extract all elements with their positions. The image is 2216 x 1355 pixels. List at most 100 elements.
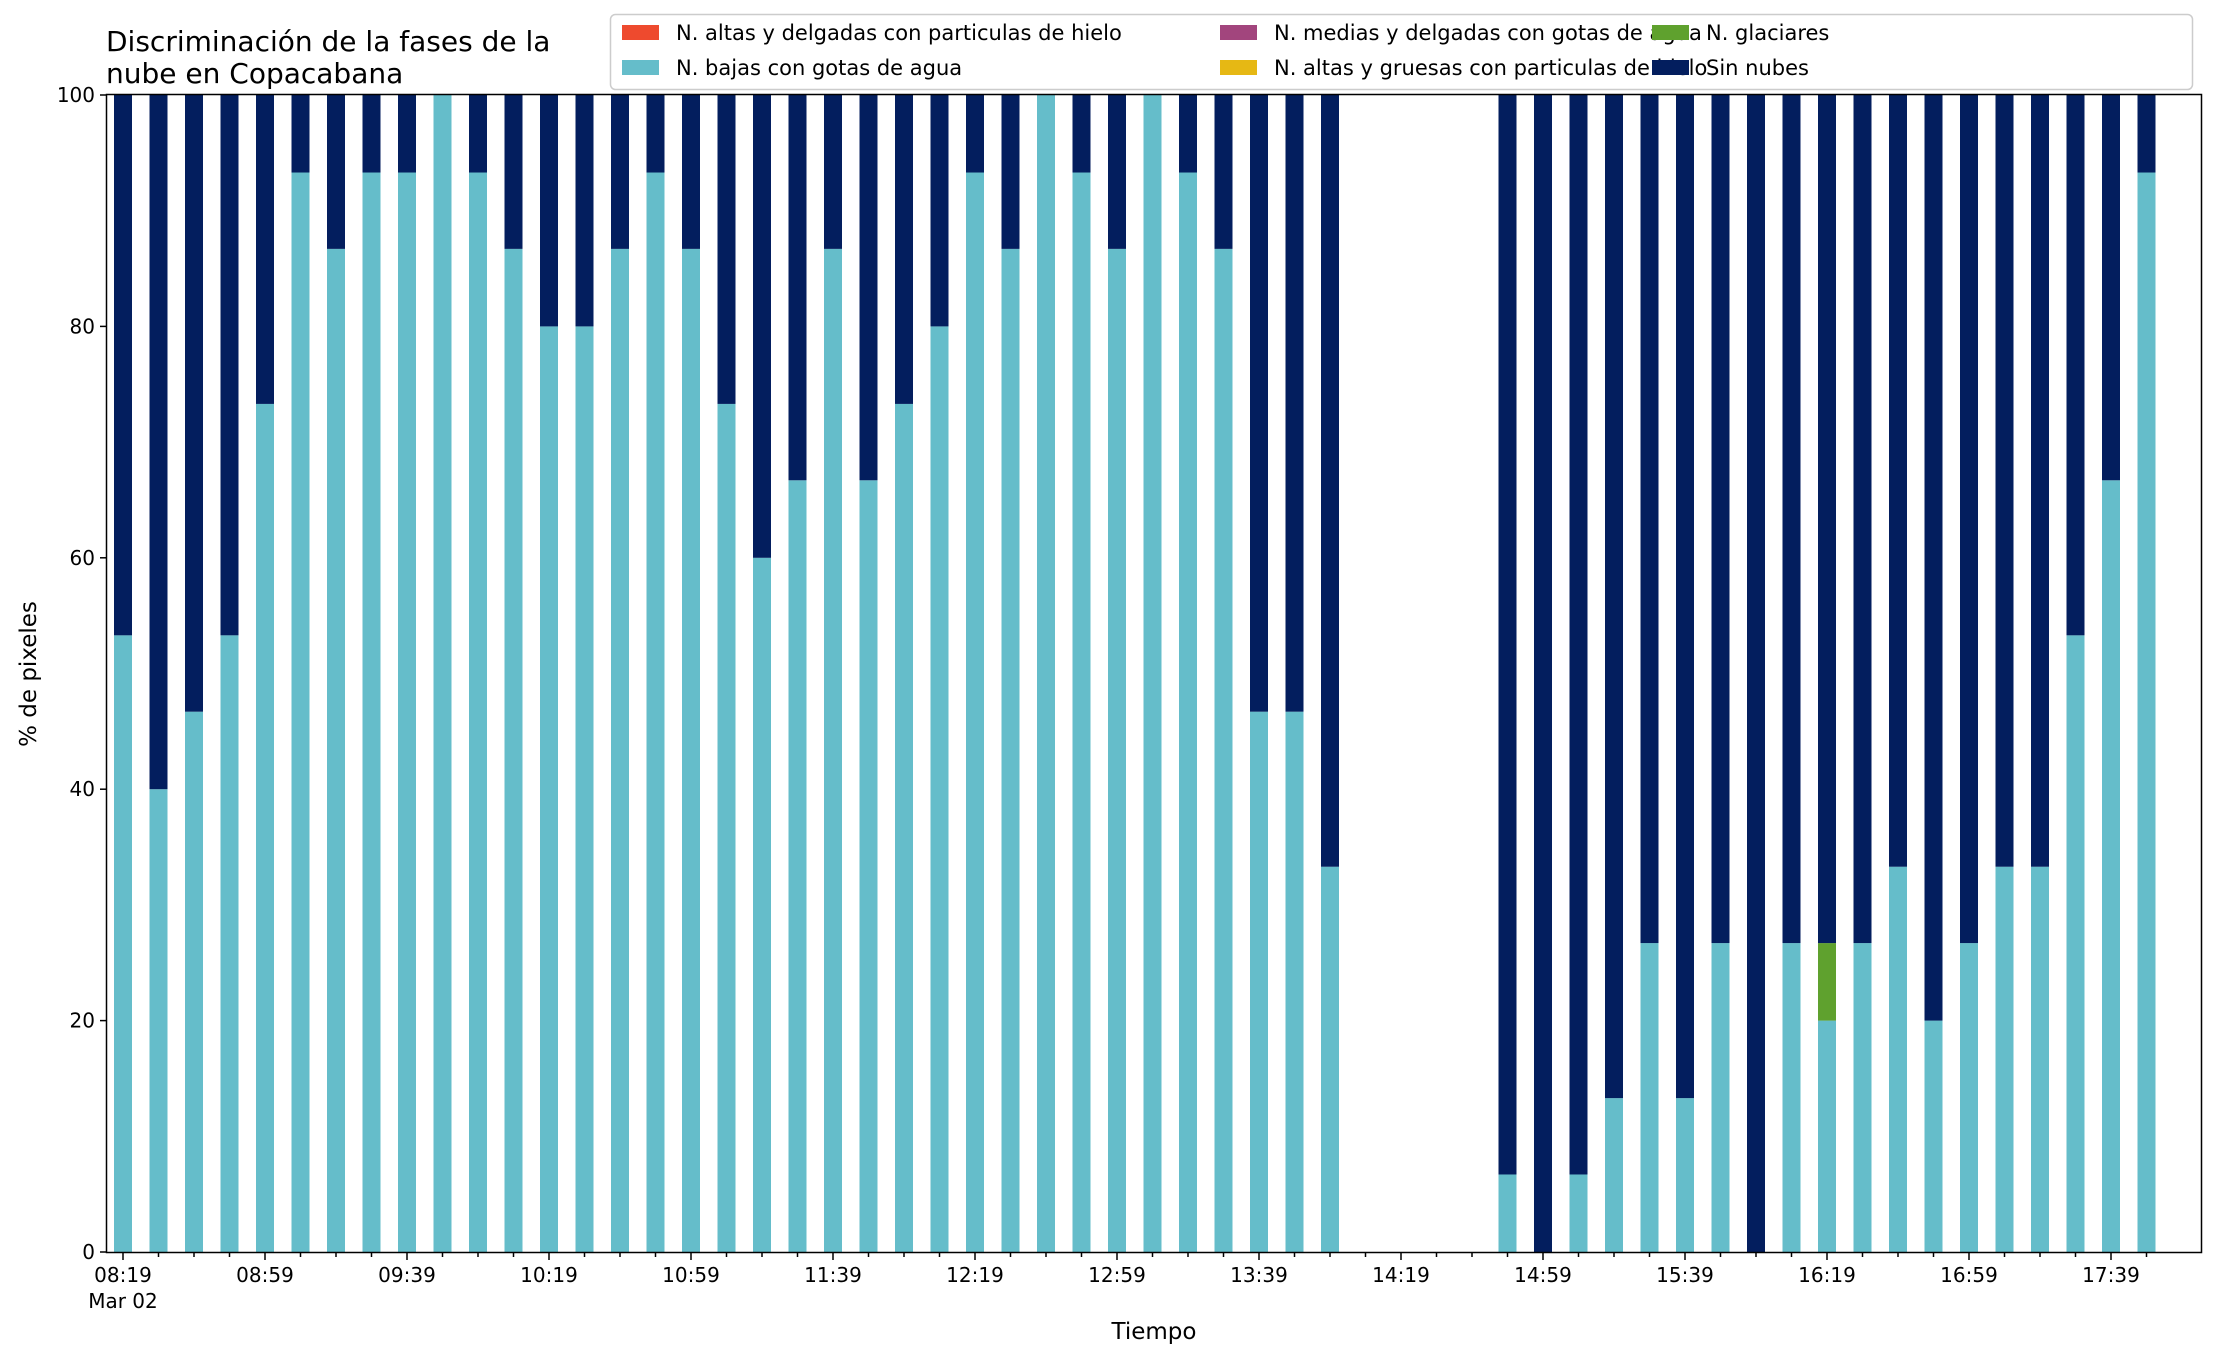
legend-label: N. medias y delgadas con gotas de agua xyxy=(1274,21,1702,45)
bar-segment-13-5 xyxy=(575,95,594,327)
y-tick-label: 60 xyxy=(70,546,95,570)
bar-segment-31-2 xyxy=(1214,248,1233,1252)
legend-label: N. glaciares xyxy=(1706,21,1829,45)
legend-swatch xyxy=(1220,25,1257,40)
bar-segment-8-5 xyxy=(398,95,416,173)
bar-segment-48-2 xyxy=(1818,1020,1836,1252)
bar-segment-33-5 xyxy=(1285,95,1304,712)
bar-segment-47-2 xyxy=(1782,943,1801,1252)
x-tick-label: 12:19 xyxy=(946,1263,1004,1287)
bar-segment-1-5 xyxy=(149,95,168,790)
bar-segment-32-2 xyxy=(1250,711,1268,1252)
bar-segment-5-2 xyxy=(291,172,310,1252)
bar-segment-19-2 xyxy=(788,480,807,1252)
bar-segment-11-2 xyxy=(504,248,523,1252)
bar-segment-43-2 xyxy=(1640,943,1659,1252)
bar-segment-42-2 xyxy=(1605,1098,1623,1252)
bar-segment-49-2 xyxy=(1853,943,1872,1252)
bar-segment-41-2 xyxy=(1569,1174,1588,1252)
bar-segment-7-5 xyxy=(362,95,381,173)
bar-segment-20-5 xyxy=(824,95,842,249)
bar-segment-34-5 xyxy=(1321,95,1339,867)
bar-segment-12-5 xyxy=(540,95,558,327)
legend-swatch xyxy=(1652,25,1689,40)
legend: N. altas y delgadas con particulas de hi… xyxy=(609,13,2194,91)
bar-segment-13-2 xyxy=(575,326,594,1252)
bar-segment-6-2 xyxy=(327,248,345,1252)
legend-swatch xyxy=(1652,60,1689,75)
bar-segment-16-5 xyxy=(682,95,700,249)
x-tick-label: 12:59 xyxy=(1088,1263,1146,1287)
bar-segment-45-2 xyxy=(1711,943,1730,1252)
bar-segment-18-5 xyxy=(753,95,771,558)
x-axis-title: Tiempo xyxy=(1111,1319,1197,1345)
bar-segment-55-2 xyxy=(2066,635,2085,1252)
bar-segment-28-5 xyxy=(1108,95,1126,249)
bar-segment-56-2 xyxy=(2102,480,2120,1252)
bar-segment-3-2 xyxy=(220,635,239,1252)
y-tick-label: 0 xyxy=(82,1240,95,1264)
bar-segment-1-2 xyxy=(149,789,168,1252)
bar-segment-46-5 xyxy=(1747,95,1765,1252)
bar-segment-49-5 xyxy=(1853,95,1872,944)
bar-segment-14-2 xyxy=(611,248,629,1252)
bar-segment-44-2 xyxy=(1676,1098,1694,1252)
y-tick-label: 100 xyxy=(57,83,95,107)
bar-segment-48-5 xyxy=(1818,95,1836,944)
bar-segment-40-5 xyxy=(1534,95,1552,1252)
legend-label: N. altas y delgadas con particulas de hi… xyxy=(676,21,1122,45)
bar-segment-2-5 xyxy=(185,95,203,712)
bar-segment-31-5 xyxy=(1214,95,1233,249)
bar-segment-54-5 xyxy=(2031,95,2049,867)
bar-segment-27-5 xyxy=(1072,95,1091,173)
bar-segment-56-5 xyxy=(2102,95,2120,481)
bar-segment-26-2 xyxy=(1037,95,1055,1252)
y-axis: 0 20 40 60 80 100 xyxy=(57,83,107,1264)
legend-swatch xyxy=(622,25,659,40)
bar-segment-9-2 xyxy=(433,95,452,1252)
x-tick-label: 15:39 xyxy=(1656,1263,1714,1287)
bar-segment-7-2 xyxy=(362,172,381,1252)
x-tick-label: 11:39 xyxy=(804,1263,862,1287)
bar-segment-17-2 xyxy=(717,403,736,1252)
y-tick-label: 80 xyxy=(70,314,95,338)
bar-segment-16-2 xyxy=(682,248,700,1252)
bar-segment-25-2 xyxy=(1001,248,1020,1252)
x-tick-label: 09:39 xyxy=(378,1263,436,1287)
bar-segment-15-5 xyxy=(646,95,665,173)
bar-segment-52-2 xyxy=(1960,943,1978,1252)
bar-segment-53-5 xyxy=(1995,95,2014,867)
bar-segment-12-2 xyxy=(540,326,558,1252)
x-tick-label: 16:59 xyxy=(1940,1263,1998,1287)
bar-segment-0-5 xyxy=(114,95,132,636)
x-date-label: Mar 02 xyxy=(88,1289,158,1313)
bar-segment-17-5 xyxy=(717,95,736,404)
bar-segment-23-5 xyxy=(930,95,949,327)
bar-segment-57-5 xyxy=(2137,95,2156,173)
bar-segment-14-5 xyxy=(611,95,629,249)
bar-segment-10-5 xyxy=(469,95,487,173)
bar-segment-19-5 xyxy=(788,95,807,481)
bar-segment-55-5 xyxy=(2066,95,2085,636)
bar-segment-22-2 xyxy=(895,403,913,1252)
bar-segment-15-2 xyxy=(646,172,665,1252)
bar-segment-48-3 xyxy=(1818,943,1836,1021)
bar-segment-33-2 xyxy=(1285,711,1304,1252)
bars-layer xyxy=(114,95,2156,1252)
chart-title-line-2: nube en Copacabana xyxy=(106,57,403,90)
bar-segment-39-5 xyxy=(1498,95,1517,1175)
bar-segment-20-2 xyxy=(824,248,842,1252)
plot-frame xyxy=(105,93,2203,1254)
x-tick-label: 10:59 xyxy=(662,1263,720,1287)
bar-segment-42-5 xyxy=(1605,95,1623,1099)
x-tick-label: 08:19 xyxy=(94,1263,152,1287)
bar-segment-2-2 xyxy=(185,711,203,1252)
chart-title: Discriminación de la fases de la nube en … xyxy=(106,25,550,90)
bar-segment-5-5 xyxy=(291,95,310,173)
bar-segment-51-2 xyxy=(1924,1020,1943,1252)
bar-segment-25-5 xyxy=(1001,95,1020,249)
x-axis: 08:19 08:59 09:39 10:19 10:59 11:39 12:19 12:59… xyxy=(88,1252,2148,1313)
bar-segment-23-2 xyxy=(930,326,949,1252)
bar-segment-10-2 xyxy=(469,172,487,1252)
